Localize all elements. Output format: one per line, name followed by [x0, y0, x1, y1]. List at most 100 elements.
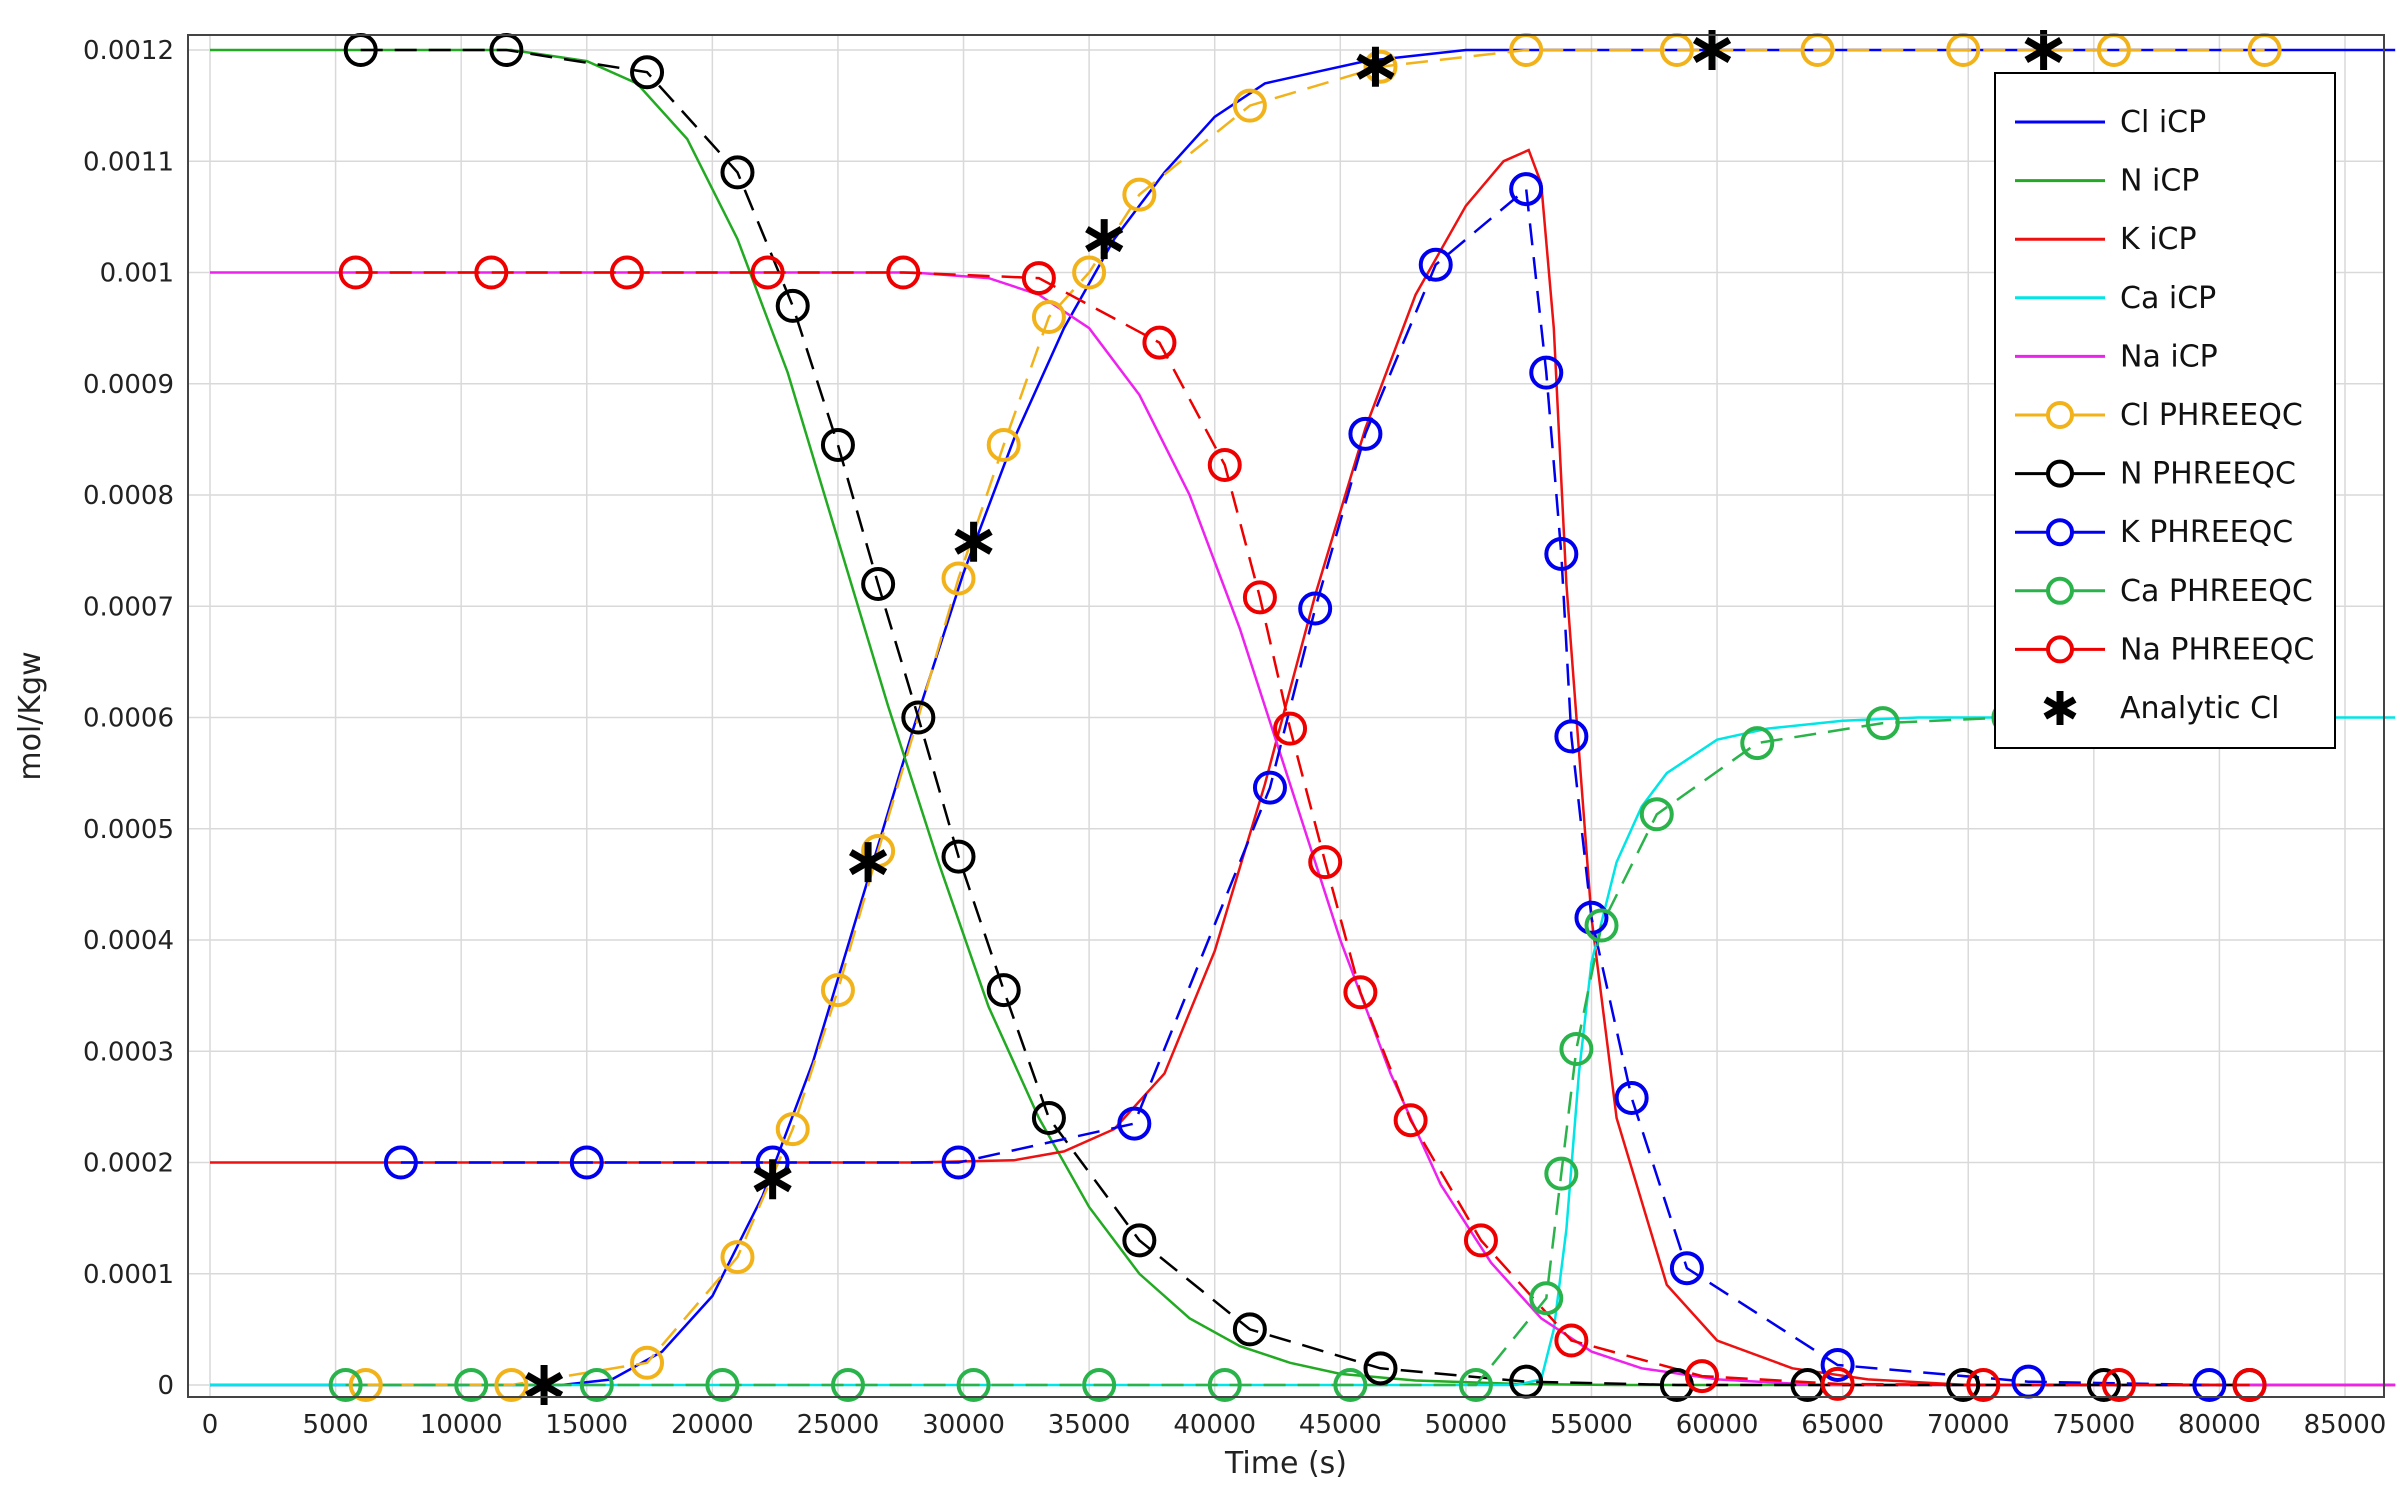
- data-point-k-phreeqc: [1574, 900, 1609, 935]
- y-tick-label: 0.0004: [83, 926, 174, 956]
- data-point-na-phreeqc: [1684, 1359, 1719, 1394]
- y-tick-label: 0.0005: [83, 815, 174, 845]
- legend-marker: [2046, 518, 2074, 547]
- data-point-k-phreeqc: [1252, 770, 1287, 805]
- legend-label: K PHREEQC: [2120, 515, 2293, 550]
- data-point-na-phreeqc: [474, 255, 509, 290]
- legend-marker: [2046, 576, 2074, 605]
- data-point-cl-phreeqc: [1072, 255, 1107, 290]
- x-tick-label: 85000: [2304, 1410, 2387, 1440]
- data-point-n-phreeqc: [1232, 1312, 1267, 1347]
- y-tick-label: 0: [157, 1371, 174, 1401]
- legend-marker: [2046, 459, 2074, 488]
- legend-entry-k-icp: K iCP: [2015, 222, 2197, 257]
- data-point-na-phreeqc: [1242, 580, 1277, 615]
- series-line-ca-icp: [210, 716, 2396, 1387]
- x-tick-label: 80000: [2178, 1410, 2261, 1440]
- series-line-n-icp: [210, 48, 2396, 1387]
- legend-entry-k-phreeqc: K PHREEQC: [2015, 515, 2293, 550]
- data-point-na-phreeqc: [1142, 325, 1177, 360]
- data-point-ca-phreeqc: [1584, 908, 1619, 943]
- data-point-na-phreeqc: [1966, 1368, 2001, 1402]
- data-point-ca-phreeqc: [1865, 706, 1900, 741]
- legend-entry-ca-icp: Ca iCP: [2015, 281, 2216, 316]
- data-point-k-phreeqc: [569, 1145, 604, 1180]
- x-tick-label: 0: [202, 1410, 219, 1440]
- series-dashed-na-phreeqc: [355, 271, 2250, 1387]
- data-point-n-phreeqc: [2086, 1368, 2121, 1402]
- data-point-k-phreeqc: [1554, 719, 1589, 754]
- y-tick-label: 0.0006: [83, 704, 174, 734]
- legend-entry-cl-phreeqc: Cl PHREEQC: [2015, 398, 2303, 433]
- data-point-ca-phreeqc: [454, 1368, 489, 1402]
- x-tick-label: 65000: [1801, 1410, 1884, 1440]
- data-point-na-phreeqc: [609, 255, 644, 290]
- data-point-k-phreeqc: [1348, 416, 1383, 451]
- data-point-analytic-cl: [954, 521, 993, 562]
- y-tick-label: 0.0001: [83, 1260, 174, 1290]
- legend-label: Ca PHREEQC: [2120, 574, 2313, 609]
- legend-entry-ca-phreeqc: Ca PHREEQC: [2015, 574, 2313, 609]
- data-point-na-phreeqc: [1308, 845, 1343, 880]
- data-point-na-phreeqc: [1820, 1366, 1855, 1401]
- data-point-cl-phreeqc: [1232, 88, 1267, 123]
- series-dashed-ca-phreeqc: [345, 716, 2009, 1387]
- data-point-n-phreeqc: [820, 427, 855, 462]
- data-point-cl-phreeqc: [941, 561, 976, 596]
- data-point-cl-phreeqc: [1031, 300, 1066, 334]
- legend-marker: [2046, 635, 2074, 664]
- x-tick-label: 55000: [1550, 1410, 1633, 1440]
- data-point-ca-phreeqc: [1082, 1368, 1117, 1402]
- data-point-n-phreeqc: [986, 973, 1021, 1008]
- data-point-analytic-cl: [1085, 219, 1124, 260]
- data-point-k-phreeqc: [1529, 355, 1564, 390]
- series-dashed-k-phreeqc: [400, 186, 2210, 1387]
- data-point-ca-phreeqc: [705, 1368, 740, 1402]
- data-point-na-phreeqc: [1207, 447, 1242, 482]
- legend-entry-na-icp: Na iCP: [2015, 339, 2218, 374]
- data-point-na-phreeqc: [1393, 1103, 1428, 1138]
- y-tick-label: 0.0002: [83, 1149, 174, 1179]
- data-point-k-phreeqc: [1298, 591, 1333, 626]
- legend-label: K iCP: [2120, 222, 2197, 257]
- y-tick-label: 0.0007: [83, 592, 174, 622]
- x-tick-label: 5000: [303, 1410, 369, 1440]
- data-point-n-phreeqc: [720, 155, 755, 190]
- x-tick-label: 35000: [1048, 1410, 1131, 1440]
- data-point-n-phreeqc: [861, 567, 896, 601]
- data-point-k-phreeqc: [1614, 1080, 1649, 1115]
- legend-marker: [2043, 691, 2077, 725]
- legend-entry-na-phreeqc: Na PHREEQC: [2015, 632, 2314, 667]
- y-tick-label: 0.0012: [83, 36, 174, 66]
- data-point-k-phreeqc: [1544, 536, 1579, 571]
- series-dashed-n-phreeqc: [360, 48, 2250, 1387]
- data-point-ca-phreeqc: [1639, 797, 1674, 832]
- y-tick-label: 0.0011: [83, 147, 174, 177]
- data-point-k-phreeqc: [2192, 1368, 2227, 1402]
- data-point-ca-phreeqc: [328, 1368, 363, 1402]
- data-point-analytic-cl: [1356, 46, 1395, 87]
- data-point-analytic-cl: [524, 1365, 564, 1405]
- legend-entry-cl-icp: Cl iCP: [2015, 105, 2206, 140]
- x-tick-label: 20000: [671, 1410, 754, 1440]
- x-tick-label: 70000: [1927, 1410, 2010, 1440]
- data-point-na-phreeqc: [338, 255, 373, 290]
- legend-label: Ca iCP: [2120, 281, 2216, 316]
- data-point-k-phreeqc: [1509, 172, 1544, 207]
- data-point-ca-phreeqc: [1333, 1368, 1368, 1402]
- plot-frame: [187, 34, 2385, 1398]
- data-point-cl-phreeqc: [1363, 49, 1398, 84]
- data-point-n-phreeqc: [941, 839, 976, 874]
- data-point-ca-phreeqc: [1458, 1368, 1493, 1402]
- data-point-ca-phreeqc: [956, 1368, 991, 1402]
- y-tick-label: 0.0003: [83, 1037, 174, 1067]
- legend-entry-n-icp: N iCP: [2015, 164, 2199, 199]
- data-point-ca-phreeqc: [830, 1368, 865, 1402]
- data-point-ca-phreeqc: [1207, 1368, 1242, 1402]
- y-tick-label: 0.0008: [83, 481, 174, 511]
- data-point-ca-phreeqc: [1544, 1156, 1579, 1191]
- legend-label: N PHREEQC: [2120, 457, 2296, 492]
- x-tick-label: 10000: [420, 1410, 503, 1440]
- data-point-ca-phreeqc: [1529, 1281, 1564, 1316]
